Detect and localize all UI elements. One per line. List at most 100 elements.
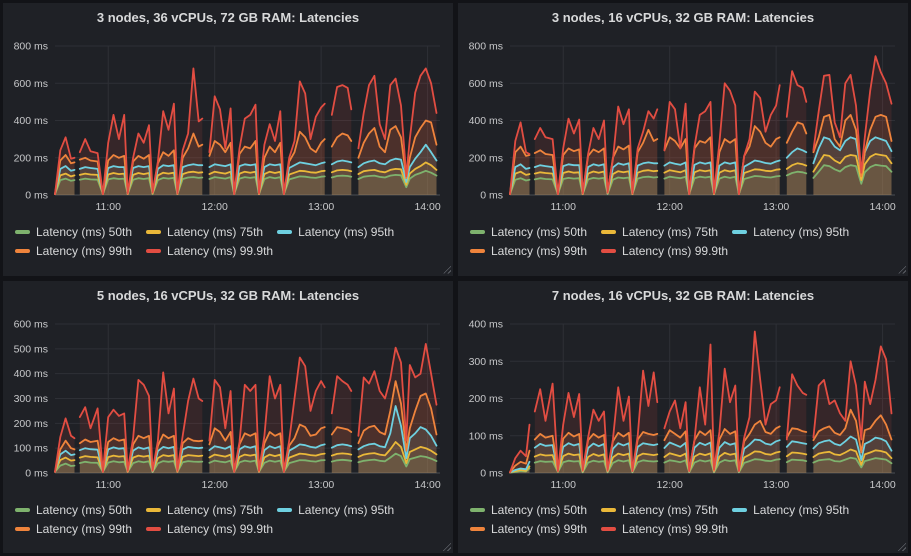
legend-item-latency-ms-99.9th[interactable]: Latency (ms) 99.9th — [146, 242, 273, 260]
series-area-fill — [813, 457, 892, 473]
legend-item-latency-ms-95th[interactable]: Latency (ms) 95th — [732, 223, 849, 241]
series-line — [785, 70, 808, 118]
legend-series-color-icon — [277, 507, 293, 512]
panel-title[interactable]: 5 nodes, 16 vCPUs, 32 GB RAM: Latencies — [96, 287, 360, 303]
legend-series-label: Latency (ms) 50th — [491, 225, 588, 239]
legend-item-latency-ms-95th[interactable]: Latency (ms) 95th — [277, 223, 394, 241]
series-line — [785, 451, 808, 457]
legend-item-latency-ms-50th[interactable]: Latency (ms) 50th — [15, 501, 132, 519]
series-area-fill — [79, 164, 203, 195]
legend-series-label: Latency (ms) 99.9th — [167, 244, 274, 258]
panel-resize-grip-icon[interactable] — [897, 542, 906, 551]
legend-series-color-icon — [146, 507, 162, 512]
legend-series-color-icon — [732, 230, 748, 234]
legend-item-latency-ms-99.9th[interactable]: Latency (ms) 99.9th — [601, 520, 728, 538]
legend-series-color-icon — [15, 507, 30, 512]
legend-item-latency-ms-50th[interactable]: Latency (ms) 50th — [470, 223, 587, 241]
series-area-fill — [79, 434, 203, 473]
x-axis-tick-label: 12:00 — [202, 201, 228, 213]
latency-time-series-chart[interactable]: 0 ms 100 ms 200 ms 300 ms 400 ms 500 ms 600 ms… — [7, 307, 449, 499]
legend-item-latency-ms-99.9th[interactable]: Latency (ms) 99.9th — [146, 520, 273, 538]
series-line — [208, 130, 326, 195]
y-axis-tick-label: 200 ms — [469, 152, 503, 164]
y-axis-tick-label: 100 ms — [469, 430, 503, 442]
legend-series-label: Latency (ms) 99th — [36, 244, 133, 258]
panel-title[interactable]: 3 nodes, 16 vCPUs, 32 GB RAM: Latencies — [551, 10, 815, 25]
legend-item-latency-ms-99th[interactable]: Latency (ms) 99th — [470, 242, 587, 260]
series-line — [357, 67, 438, 178]
series-line — [663, 168, 781, 195]
series-line — [357, 143, 438, 183]
y-axis-tick-label: 300 ms — [14, 393, 48, 405]
legend-series-color-icon — [601, 230, 617, 234]
legend-item-latency-ms-50th[interactable]: Latency (ms) 50th — [470, 501, 587, 519]
series-line — [785, 439, 808, 448]
legend-item-latency-ms-75th[interactable]: Latency (ms) 75th — [146, 501, 263, 519]
series-area-fill — [79, 454, 203, 473]
series-line — [330, 132, 353, 148]
legend-item-latency-ms-75th[interactable]: Latency (ms) 75th — [146, 223, 263, 241]
legend-series-label: Latency (ms) 75th — [167, 502, 264, 517]
legend-item-latency-ms-75th[interactable]: Latency (ms) 75th — [601, 501, 718, 519]
series-area-fill — [813, 154, 892, 195]
legend-series-color-icon — [15, 230, 30, 234]
panel-resize-grip-icon[interactable] — [897, 264, 906, 274]
legend-item-latency-ms-75th[interactable]: Latency (ms) 75th — [601, 223, 718, 241]
y-axis-tick-label: 200 ms — [14, 417, 48, 429]
legend-item-latency-ms-99.9th[interactable]: Latency (ms) 99.9th — [601, 242, 728, 260]
series-line — [509, 121, 531, 195]
series-line — [509, 163, 531, 195]
latency-time-series-chart[interactable]: 0 ms 200 ms 400 ms 600 ms 800 ms 11:00 12:00 13… — [7, 29, 449, 221]
y-axis-tick-label: 200 ms — [14, 152, 48, 164]
legend-series-label: Latency (ms) 99th — [491, 244, 588, 258]
y-axis-tick-label: 0 ms — [25, 467, 48, 479]
y-axis-tick-label: 500 ms — [14, 343, 48, 355]
series-area-fill — [331, 426, 352, 473]
panel-3-nodes-36-vcpus: 3 nodes, 36 vCPUs, 72 GB RAM: Latencies … — [3, 3, 453, 276]
legend-series-label: Latency (ms) 75th — [622, 225, 719, 239]
series-area-fill — [813, 449, 892, 473]
series-area-fill — [786, 373, 807, 473]
panel-resize-grip-icon[interactable] — [442, 264, 451, 274]
series-area-fill — [813, 436, 892, 473]
series-line — [663, 175, 781, 195]
panel-resize-grip-icon[interactable] — [442, 542, 451, 551]
legend-item-latency-ms-50th[interactable]: Latency (ms) 50th — [15, 223, 132, 241]
series-line — [208, 80, 326, 195]
legend-item-latency-ms-95th[interactable]: Latency (ms) 95th — [732, 501, 849, 519]
legend-item-latency-ms-99th[interactable]: Latency (ms) 99th — [470, 520, 587, 538]
series-line — [78, 67, 204, 195]
panel-title[interactable]: 7 nodes, 16 vCPUs, 32 GB RAM: Latencies — [551, 287, 815, 303]
legend-item-latency-ms-99th[interactable]: Latency (ms) 99th — [15, 520, 132, 538]
series-line — [812, 163, 893, 185]
latency-time-series-chart[interactable]: 0 ms 200 ms 400 ms 600 ms 800 ms 11:00 12:00 13… — [462, 29, 904, 221]
series-line — [330, 84, 353, 116]
series-line — [54, 456, 76, 473]
series-area-fill — [331, 459, 352, 473]
y-axis-tick-label: 300 ms — [469, 355, 503, 367]
series-area-fill — [534, 431, 658, 473]
legend-series-label: Latency (ms) 75th — [622, 502, 719, 517]
series-area-fill — [534, 459, 658, 473]
y-axis-tick-label: 800 ms — [14, 41, 48, 53]
series-area-fill — [534, 453, 658, 473]
series-area-fill — [786, 452, 807, 473]
panel-title[interactable]: 3 nodes, 36 vCPUs, 72 GB RAM: Latencies — [96, 10, 360, 25]
series-area-fill — [813, 164, 892, 195]
y-axis-tick-label: 600 ms — [469, 78, 503, 90]
series-line — [785, 170, 808, 177]
series-area-fill — [331, 160, 352, 195]
legend-item-latency-ms-99th[interactable]: Latency (ms) 99th — [15, 242, 132, 260]
series-line — [357, 119, 438, 180]
series-line — [663, 82, 781, 195]
x-axis-tick-label: 13:00 — [763, 479, 789, 491]
series-area-fill — [534, 170, 658, 195]
series-line — [812, 114, 893, 178]
legend-series-label: Latency (ms) 95th — [298, 502, 395, 517]
legend-series-color-icon — [470, 507, 485, 512]
series-line — [785, 458, 808, 463]
series-line — [509, 449, 531, 473]
legend-item-latency-ms-95th[interactable]: Latency (ms) 95th — [277, 501, 394, 519]
latency-time-series-chart[interactable]: 0 ms 100 ms 200 ms 300 ms 400 ms 11:00 12:00 13… — [462, 307, 904, 499]
